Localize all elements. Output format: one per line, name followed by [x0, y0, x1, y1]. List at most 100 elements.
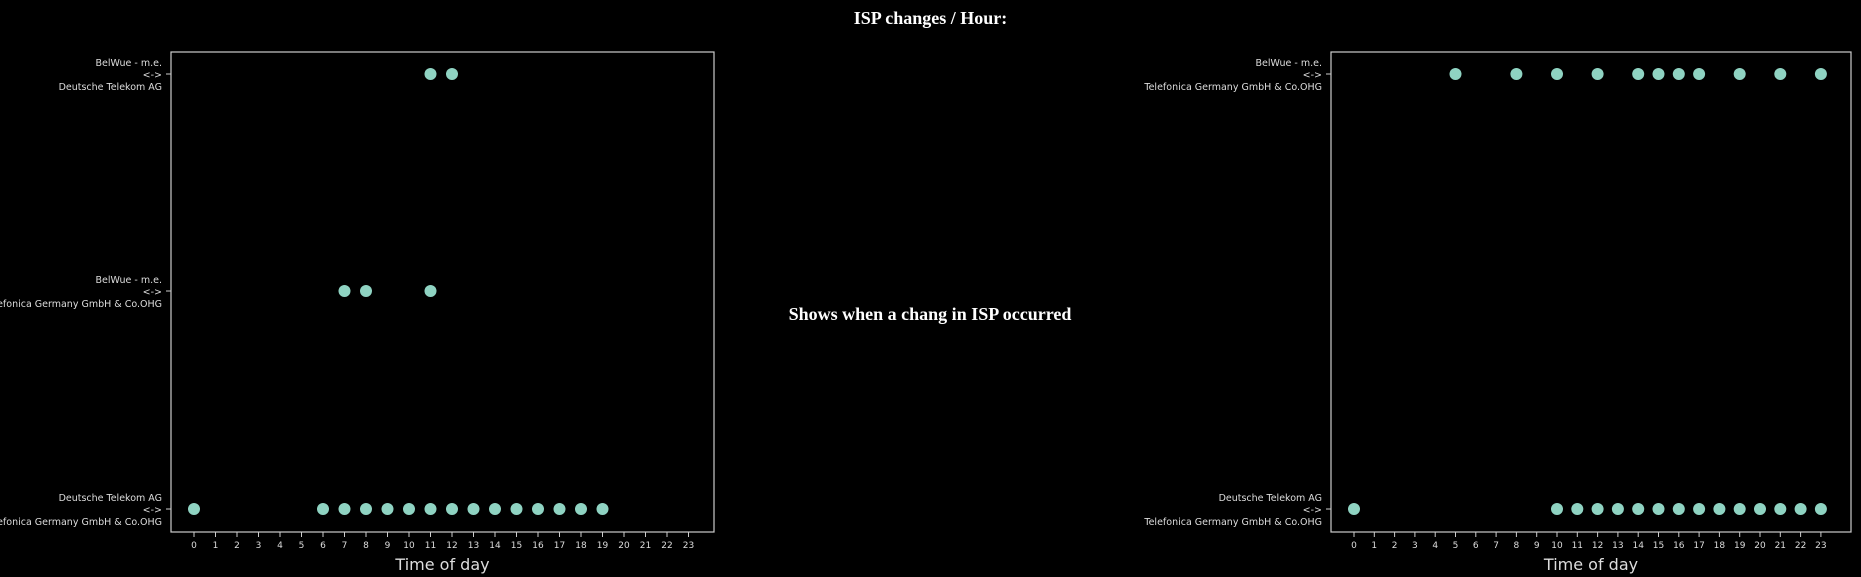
x-tick-label-right: 15	[1653, 541, 1664, 551]
x-tick-label-right: 22	[1795, 541, 1806, 551]
data-point-right	[1632, 503, 1645, 515]
x-tick-label-right: 2	[1392, 541, 1398, 551]
y-tick-label-left: <->	[143, 505, 162, 516]
data-point-right	[1551, 503, 1563, 515]
data-point-left	[575, 503, 587, 515]
x-tick-label-right: 8	[1514, 541, 1520, 551]
x-tick-label-left: 8	[363, 541, 369, 551]
y-tick-label-right: Telefonica Germany GmbH & Co.OHG	[1143, 517, 1322, 528]
y-tick-label-right: Deutsche Telekom AG	[1219, 493, 1322, 504]
data-point-left	[446, 68, 458, 80]
data-point-right	[1672, 68, 1685, 80]
data-point-right	[1754, 503, 1766, 515]
data-point-right	[1814, 68, 1827, 80]
data-point-right	[1814, 503, 1827, 515]
data-point-right	[1693, 68, 1706, 80]
data-point-right	[1449, 68, 1462, 80]
data-point-right	[1693, 503, 1706, 515]
data-point-right	[1611, 503, 1624, 515]
data-point-left	[596, 503, 609, 515]
x-tick-label-left: 13	[468, 541, 479, 551]
data-point-right	[1652, 68, 1665, 80]
data-point-right	[1672, 503, 1685, 515]
data-point-left	[360, 503, 372, 515]
y-tick-label-left: BelWue - m.e.	[95, 58, 162, 69]
y-tick-label-left: <->	[143, 287, 162, 298]
data-point-right	[1733, 68, 1746, 80]
x-tick-label-right: 18	[1714, 541, 1726, 551]
chart-right: 0 1 2 3 4 5 6 7 8 9 10 11 12 13 14 15 16 17 18 19 20 21 22 23Ti…	[1143, 51, 1852, 574]
data-point-left	[381, 503, 394, 515]
x-tick-label-right: 6	[1473, 541, 1479, 551]
x-tick-label-right: 4	[1432, 541, 1438, 551]
data-point-right	[1774, 68, 1787, 80]
data-point-left	[510, 503, 523, 515]
data-point-left	[338, 503, 351, 515]
chart-left: 0 1 2 3 4 5 6 7 8 9 10 11 12 13 14 15 16 17 18 19 20 21 22 23Ti…	[0, 51, 715, 574]
x-tick-label-right: 7	[1493, 541, 1499, 551]
x-tick-label-left: 5	[299, 541, 305, 551]
y-tick-label-left: Telefonica Germany GmbH & Co.OHG	[0, 299, 162, 310]
x-tick-label-left: 17	[554, 541, 565, 551]
x-tick-label-right: 23	[1815, 541, 1826, 551]
x-tick-label-left: 1	[213, 541, 219, 551]
y-tick-label-left: BelWue - m.e.	[95, 275, 162, 286]
x-tick-label-left: 23	[683, 541, 694, 551]
x-tick-label-right: 14	[1632, 541, 1644, 551]
data-point-left	[489, 503, 501, 515]
chart-caption: Shows when a chang in ISP occurred	[788, 304, 1072, 324]
x-tick-label-right: 16	[1673, 541, 1685, 551]
data-point-right	[1774, 503, 1787, 515]
y-tick-label-left: Deutsche Telekom AG	[59, 82, 162, 93]
x-tick-label-left: 20	[618, 541, 630, 551]
x-tick-label-right: 20	[1754, 541, 1766, 551]
x-tick-label-right: 9	[1534, 541, 1540, 551]
data-point-left	[467, 503, 480, 515]
data-point-right	[1551, 68, 1563, 80]
x-tick-label-left: 15	[511, 541, 522, 551]
data-point-left	[424, 503, 437, 515]
y-tick-label-right: <->	[1303, 505, 1322, 516]
data-point-right	[1713, 503, 1726, 515]
data-point-right	[1348, 503, 1360, 515]
y-tick-label-left: Telefonica Germany GmbH & Co.OHG	[0, 517, 162, 528]
plot-frame-right	[1330, 51, 1852, 533]
data-point-right	[1794, 503, 1807, 515]
data-point-left	[188, 503, 200, 515]
x-tick-label-left: 11	[425, 541, 436, 551]
x-tick-label-right: 21	[1775, 541, 1786, 551]
x-tick-label-right: 17	[1693, 541, 1704, 551]
x-axis-label-left: Time of day	[394, 555, 489, 574]
x-tick-label-left: 22	[661, 541, 672, 551]
x-tick-label-left: 19	[597, 541, 609, 551]
x-tick-label-left: 7	[342, 541, 348, 551]
data-point-right	[1733, 503, 1746, 515]
x-tick-label-left: 16	[532, 541, 544, 551]
data-point-right	[1652, 503, 1665, 515]
x-tick-label-right: 13	[1612, 541, 1623, 551]
x-tick-label-left: 4	[277, 541, 283, 551]
page-title: ISP changes / Hour:	[853, 8, 1008, 28]
x-tick-label-left: 0	[191, 541, 197, 551]
x-tick-label-right: 12	[1592, 541, 1603, 551]
data-point-left	[424, 285, 437, 297]
y-tick-label-left: Deutsche Telekom AG	[59, 493, 162, 504]
data-point-right	[1632, 68, 1645, 80]
data-point-right	[1591, 68, 1604, 80]
y-tick-label-right: <->	[1303, 70, 1322, 81]
x-tick-label-left: 3	[256, 541, 262, 551]
x-tick-label-left: 6	[320, 541, 326, 551]
x-tick-label-left: 12	[446, 541, 457, 551]
x-tick-label-left: 21	[640, 541, 651, 551]
x-tick-label-left: 10	[403, 541, 415, 551]
data-point-left	[338, 285, 351, 297]
y-tick-label-right: BelWue - m.e.	[1255, 58, 1322, 69]
y-tick-label-right: Telefonica Germany GmbH & Co.OHG	[1143, 82, 1322, 93]
x-tick-label-right: 1	[1371, 541, 1377, 551]
x-tick-label-right: 3	[1412, 541, 1418, 551]
data-point-left	[403, 503, 415, 515]
data-point-right	[1591, 503, 1604, 515]
x-tick-label-left: 18	[575, 541, 587, 551]
x-axis-label-right: Time of day	[1543, 555, 1638, 574]
data-point-left	[360, 285, 372, 297]
